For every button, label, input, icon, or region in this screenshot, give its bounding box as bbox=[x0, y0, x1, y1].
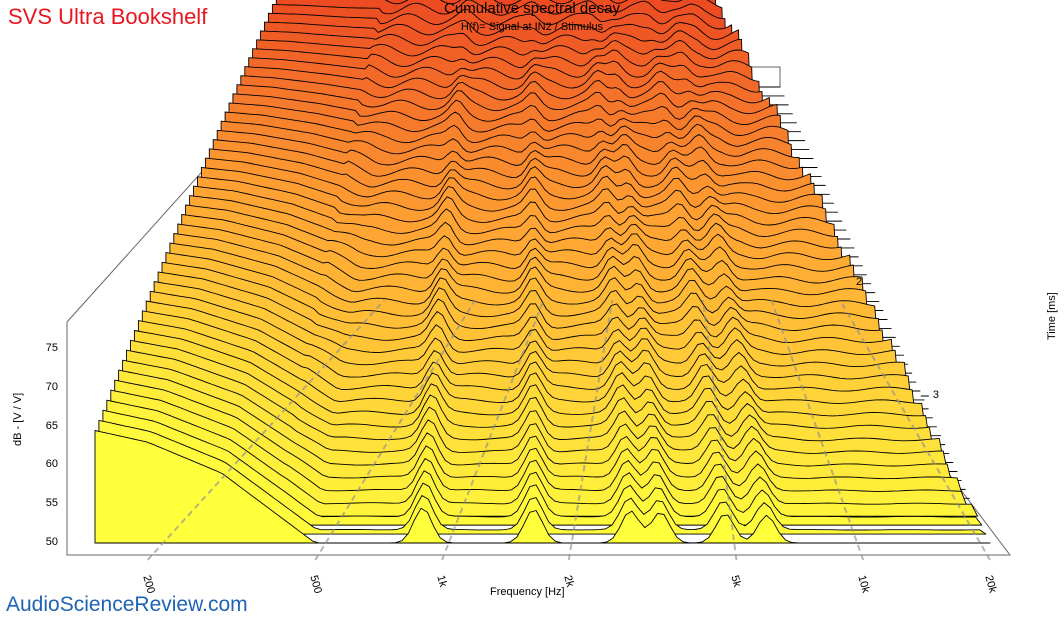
time-tick-2: 2 bbox=[856, 276, 863, 288]
gridline-200 bbox=[146, 299, 386, 561]
gridline-5k bbox=[701, 299, 738, 561]
decay-slice bbox=[98, 419, 987, 535]
gridline-2k bbox=[567, 299, 614, 561]
brand-label: SVS Ultra Bookshelf bbox=[8, 4, 208, 29]
watermark: AudioScienceReview.com bbox=[6, 593, 248, 616]
decay-slice bbox=[102, 409, 983, 526]
y-axis-label: dB - [V / V] bbox=[12, 392, 24, 446]
y-tick-60: 60 bbox=[45, 458, 58, 471]
frequency-gridlines bbox=[146, 299, 991, 561]
y-tick-50: 50 bbox=[45, 536, 58, 548]
x-tick-2k: 2k bbox=[561, 574, 576, 589]
decay-slice bbox=[94, 430, 991, 544]
y-tick-65: 65 bbox=[45, 419, 58, 432]
gridline-500 bbox=[314, 299, 476, 561]
decay-slices bbox=[94, 0, 991, 544]
x-axis-label: Frequency [Hz] bbox=[490, 586, 565, 598]
time-axis-label: Time [ms] bbox=[1046, 292, 1058, 340]
chart-subtitle: H(f)= Signal at IN2 / Stimulus bbox=[460, 21, 604, 33]
y-tick-55: 55 bbox=[45, 497, 58, 510]
decay-slice bbox=[106, 399, 979, 517]
y-tick-75: 75 bbox=[45, 342, 58, 355]
time-tick-3: 3 bbox=[932, 389, 939, 401]
chart-title: Cumulative spectral decay bbox=[444, 0, 620, 17]
y-tick-70: 70 bbox=[45, 380, 58, 393]
gridline-10k bbox=[770, 299, 865, 561]
gridline-20k bbox=[839, 299, 991, 561]
x-tick-1k: 1k bbox=[434, 574, 450, 589]
gridline-1k bbox=[441, 299, 545, 561]
